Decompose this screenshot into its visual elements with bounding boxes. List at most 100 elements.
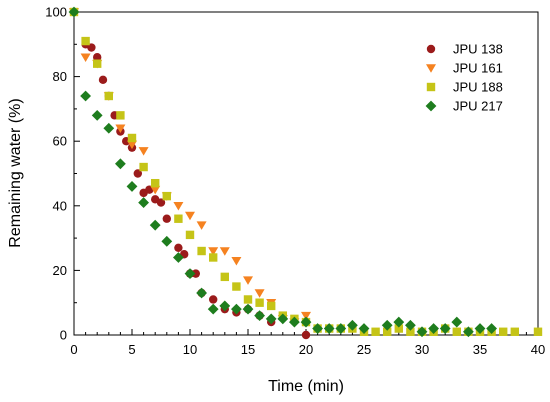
data-point-jpu-188 xyxy=(93,59,102,68)
legend-label: JPU 217 xyxy=(453,99,503,114)
data-point-jpu-217 xyxy=(312,323,323,334)
legend-item-jpu-217: JPU 217 xyxy=(425,99,503,114)
data-point-jpu-217 xyxy=(219,300,231,312)
data-point-jpu-188 xyxy=(174,214,183,223)
legend-marker-jpu-138 xyxy=(426,44,436,54)
data-point-jpu-217 xyxy=(80,90,91,102)
data-point-jpu-138 xyxy=(133,169,142,178)
data-point-jpu-188 xyxy=(533,327,543,336)
legend-label: JPU 138 xyxy=(453,42,503,57)
data-point-jpu-138 xyxy=(174,243,183,252)
legend-item-jpu-161: JPU 161 xyxy=(426,61,503,76)
data-point-jpu-161 xyxy=(138,147,149,156)
data-point-jpu-188 xyxy=(139,162,148,172)
series-jpu-217 xyxy=(68,6,497,338)
data-point-jpu-138 xyxy=(93,53,102,62)
data-point-jpu-188 xyxy=(394,324,403,333)
data-point-jpu-217 xyxy=(416,326,428,338)
series-jpu-138 xyxy=(69,7,311,340)
y-axis-title: Remaining water (%) xyxy=(7,98,24,247)
data-point-jpu-161 xyxy=(208,247,219,256)
data-point-jpu-217 xyxy=(161,235,173,247)
data-point-jpu-161 xyxy=(254,289,265,298)
data-point-jpu-188 xyxy=(81,36,90,46)
data-point-jpu-161 xyxy=(150,185,161,195)
x-tick-label: 5 xyxy=(128,342,135,357)
data-point-jpu-138 xyxy=(156,198,166,207)
data-point-jpu-217 xyxy=(358,323,370,334)
data-point-jpu-188 xyxy=(116,111,125,120)
data-point-jpu-188 xyxy=(151,178,160,188)
data-point-jpu-188 xyxy=(510,327,519,336)
data-point-jpu-217 xyxy=(231,303,242,315)
data-point-jpu-217 xyxy=(289,316,300,328)
data-point-jpu-161 xyxy=(243,276,253,285)
legend-item-jpu-188: JPU 188 xyxy=(426,80,503,95)
data-point-jpu-217 xyxy=(486,323,497,334)
legend: JPU 138 JPU 161 JPU 188 JPU 217 xyxy=(425,42,503,114)
legend-label: JPU 161 xyxy=(453,61,503,76)
data-point-jpu-217 xyxy=(265,313,277,325)
data-point-jpu-217 xyxy=(474,323,486,334)
data-point-jpu-217 xyxy=(91,109,103,121)
data-point-jpu-217 xyxy=(381,319,393,331)
data-point-jpu-188 xyxy=(220,272,229,282)
data-point-jpu-188 xyxy=(267,301,276,311)
data-point-jpu-161 xyxy=(301,311,311,321)
data-point-jpu-138 xyxy=(98,75,108,85)
data-point-jpu-138 xyxy=(301,330,311,340)
series-jpu-161 xyxy=(69,8,311,327)
data-point-jpu-161 xyxy=(196,221,207,230)
data-point-jpu-217 xyxy=(451,316,463,328)
data-point-jpu-217 xyxy=(300,316,312,328)
data-point-jpu-217 xyxy=(323,323,335,334)
data-points xyxy=(68,6,543,340)
legend-item-jpu-138: JPU 138 xyxy=(426,42,503,57)
data-point-jpu-217 xyxy=(173,252,184,263)
data-point-jpu-217 xyxy=(347,319,358,331)
data-point-jpu-188 xyxy=(499,327,508,336)
data-point-jpu-217 xyxy=(184,268,196,280)
data-point-jpu-161 xyxy=(231,256,242,266)
data-point-jpu-188 xyxy=(383,327,392,336)
data-point-jpu-217 xyxy=(115,158,126,170)
data-point-jpu-138 xyxy=(191,269,200,278)
x-tick-label: 10 xyxy=(183,342,197,357)
x-tick-label: 40 xyxy=(531,342,545,357)
legend-marker-jpu-217 xyxy=(425,100,437,112)
data-point-jpu-161 xyxy=(115,124,126,134)
y-tick-label: 40 xyxy=(53,198,67,213)
x-tick-label: 30 xyxy=(415,342,429,357)
data-point-jpu-217 xyxy=(126,181,138,192)
data-point-jpu-138 xyxy=(87,43,96,52)
legend-label: JPU 188 xyxy=(453,80,503,95)
data-point-jpu-217 xyxy=(428,323,439,334)
y-tick-label: 80 xyxy=(53,69,67,84)
y-tick-label: 20 xyxy=(53,263,67,278)
data-point-jpu-188 xyxy=(197,246,206,256)
y-tick-label: 100 xyxy=(45,5,67,20)
data-point-jpu-161 xyxy=(185,211,195,221)
data-point-jpu-188 xyxy=(452,327,461,336)
data-point-jpu-138 xyxy=(162,214,171,223)
y-tick-label: 60 xyxy=(53,134,67,149)
x-tick-label: 20 xyxy=(299,342,313,357)
data-point-jpu-217 xyxy=(149,219,161,231)
data-point-jpu-217 xyxy=(254,310,265,322)
x-tick-label: 25 xyxy=(357,342,371,357)
x-tick-label: 35 xyxy=(473,342,487,357)
x-tick-label: 15 xyxy=(241,342,255,357)
data-point-jpu-188 xyxy=(162,191,171,201)
data-point-jpu-217 xyxy=(242,303,254,315)
data-point-jpu-188 xyxy=(406,327,415,336)
y-axis: 0 20 40 60 80 100 xyxy=(45,5,80,343)
data-point-jpu-138 xyxy=(209,295,218,304)
data-point-jpu-217 xyxy=(68,6,80,18)
data-point-jpu-217 xyxy=(335,323,347,334)
data-point-jpu-217 xyxy=(277,313,289,325)
legend-marker-jpu-188 xyxy=(426,82,436,92)
data-point-jpu-188 xyxy=(104,91,113,101)
data-point-jpu-188 xyxy=(185,230,195,240)
